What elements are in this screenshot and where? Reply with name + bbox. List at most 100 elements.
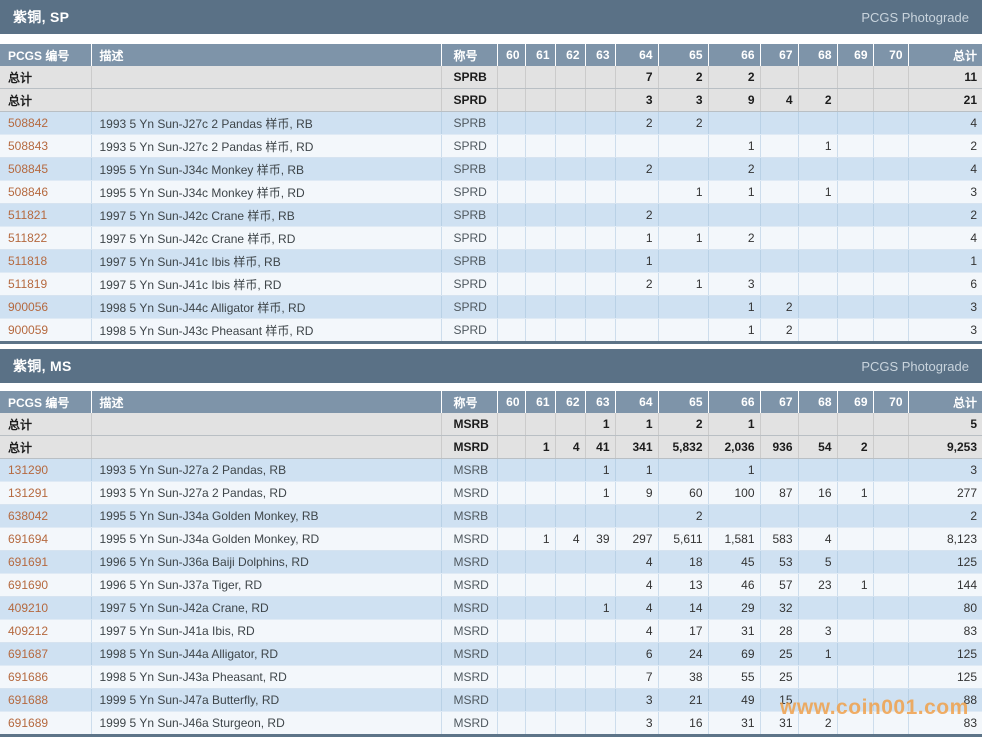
pcgs-number-link[interactable]: 691690 [8,578,49,592]
grade-66-count-cell [708,249,761,273]
designation-cell: SPRD [441,295,498,319]
grade-70-count-cell [873,203,909,227]
designation-cell: MSRB [441,458,498,482]
pcgs-number-link[interactable]: 691689 [8,716,49,730]
pcgs-number-link[interactable]: 409212 [8,624,49,638]
grade-63-count-cell [585,318,616,343]
pcgs-number-link[interactable]: 691691 [8,555,49,569]
grade-65-count-cell: 5,611 [658,527,709,551]
population-table-ms: PCGS 编号 描述 称号 60 61 62 63 64 65 66 67 68 69 70 总计 总计 MS… [0,391,982,737]
grade-68-count-cell [798,157,838,181]
grade-60-count-cell [497,527,526,551]
grade-66-count-cell: 45 [708,550,761,574]
grade-68-count-cell [798,272,838,296]
grade-68-count-cell [798,226,838,250]
grade-66-count-cell: 1 [708,413,761,436]
grade-69-count-cell [837,203,874,227]
grade-60-count-cell [497,711,526,736]
photograde-link[interactable]: PCGS Photograde [861,9,969,25]
grade-64-count-cell: 4 [615,573,659,597]
pcgs-number-cell: 691689 [0,711,92,736]
coin-row: 691694 1995 5 Yn Sun-J34a Golden Monkey, … [0,527,982,551]
grade-65-count-cell: 60 [658,481,709,505]
col-header-grade-69: 69 [837,391,874,413]
grade-61-count-cell [525,157,556,181]
row-total-cell: 88 [908,688,982,712]
grade-63-count-cell: 1 [585,596,616,620]
row-total-cell: 6 [908,272,982,296]
pcgs-number-link[interactable]: 511821 [8,208,48,222]
pcgs-number-link[interactable]: 691686 [8,670,49,684]
grade-65-count-cell: 21 [658,688,709,712]
grade-68-count-cell [798,665,838,689]
grade-69-count-cell [837,642,874,666]
grade-62-count-cell: 4 [555,527,586,551]
grade-63-count-cell: 41 [585,435,616,459]
totals-row: 总计 SPRD 3 3 9 4 2 21 [0,88,982,112]
coin-row: 131291 1993 5 Yn Sun-J27a 2 Pandas, RD MSR… [0,481,982,505]
row-total-cell: 80 [908,596,982,620]
grade-61-count-cell [525,272,556,296]
pcgs-number-link[interactable]: 131291 [8,486,49,500]
grade-60-count-cell [497,272,526,296]
grade-68-count-cell [798,318,838,343]
grade-64-count-cell: 2 [615,272,659,296]
pcgs-number-link[interactable]: 511818 [8,254,48,268]
pcgs-number-link[interactable]: 508845 [8,162,49,176]
grade-70-count-cell [873,596,909,620]
pcgs-number-link[interactable]: 131290 [8,463,49,477]
pcgs-number-link[interactable]: 900059 [8,323,49,337]
photograde-link[interactable]: PCGS Photograde [861,358,969,374]
grade-61-count-cell: 1 [525,527,556,551]
pcgs-number-link[interactable]: 691687 [8,647,49,661]
grade-62-count-cell [555,134,586,158]
grade-69-count-cell [837,527,874,551]
col-header-grade-67: 67 [760,391,799,413]
pcgs-number-cell: 409212 [0,619,92,643]
col-header-grade-70: 70 [873,44,909,66]
grade-61-count-cell [525,203,556,227]
grade-69-count-cell [837,665,874,689]
grade-69-count-cell [837,226,874,250]
grade-65-count-cell [658,318,709,343]
grade-61-count-cell [525,481,556,505]
grade-66-count-cell: 3 [708,272,761,296]
pcgs-number-link[interactable]: 409210 [8,601,49,615]
totals-label-cell: 总计 [0,413,92,436]
pcgs-number-link[interactable]: 508846 [8,185,49,199]
pcgs-number-link[interactable]: 511819 [8,277,48,291]
grade-68-count-cell: 3 [798,619,838,643]
pcgs-number-link[interactable]: 511822 [8,231,48,245]
grade-70-count-cell [873,413,909,436]
pcgs-number-link[interactable]: 900056 [8,300,49,314]
row-total-cell: 2 [908,134,982,158]
grade-63-count-cell [585,66,616,89]
grade-65-count-cell: 14 [658,596,709,620]
pcgs-number-link[interactable]: 691688 [8,693,49,707]
grade-68-count-cell [798,688,838,712]
coin-row: 511818 1997 5 Yn Sun-J41c Ibis 样币, RB SPRB… [0,249,982,273]
pcgs-number-link[interactable]: 508843 [8,139,49,153]
grade-62-count-cell [555,573,586,597]
coin-row: 691687 1998 5 Yn Sun-J44a Alligator, RD MS… [0,642,982,666]
designation-cell: MSRD [441,573,498,597]
grade-65-count-cell: 2 [658,66,709,89]
grade-70-count-cell [873,318,909,343]
coin-row: 691686 1998 5 Yn Sun-J43a Pheasant, RD MSR… [0,665,982,689]
grade-70-count-cell [873,527,909,551]
grade-60-count-cell [497,249,526,273]
coin-description-cell: 1995 5 Yn Sun-J34a Golden Monkey, RD [91,527,442,551]
pcgs-number-link[interactable]: 508842 [8,116,49,130]
pcgs-number-link[interactable]: 638042 [8,509,49,523]
grade-63-count-cell [585,111,616,135]
pcgs-number-link[interactable]: 691694 [8,532,49,546]
grade-68-count-cell [798,111,838,135]
row-total-cell: 144 [908,573,982,597]
grade-60-count-cell [497,458,526,482]
designation-cell: MSRD [441,435,498,459]
pcgs-number-cell: 508843 [0,134,92,158]
spacer [0,34,982,44]
col-header-grade-65: 65 [658,44,709,66]
grade-70-count-cell [873,550,909,574]
grade-70-count-cell [873,111,909,135]
